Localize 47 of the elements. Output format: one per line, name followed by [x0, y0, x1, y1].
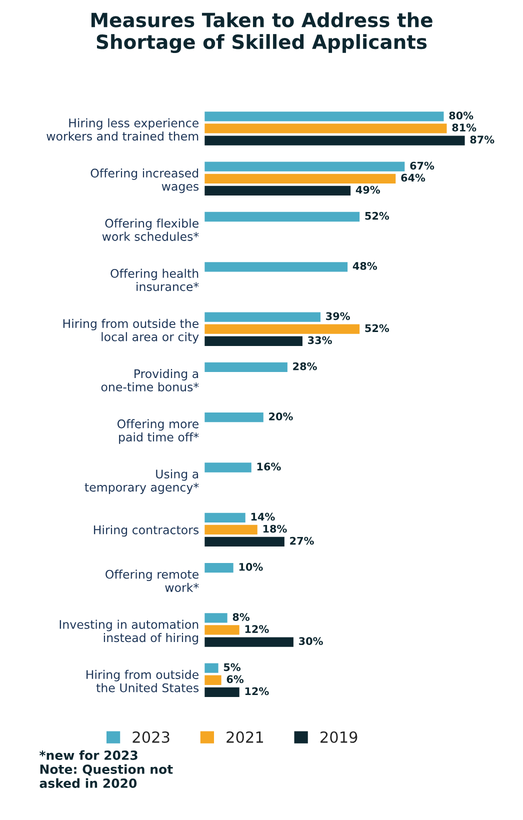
y-tick-label: Offering increased wages — [90, 168, 199, 194]
data-label: 64% — [401, 174, 426, 182]
data-label: 30% — [299, 637, 323, 646]
bar — [204, 461, 253, 474]
y-tick-label: Offering flexible work schedules* — [102, 218, 199, 241]
y-tick-label: Hiring from outside the United States — [86, 670, 199, 692]
data-label: 81% — [452, 124, 476, 132]
data-label: 12% — [245, 687, 269, 696]
data-label: 6% — [226, 675, 244, 684]
data-label: 20% — [269, 412, 293, 420]
y-tick-label: Offering more paid time off* — [117, 419, 199, 444]
data-label: 80% — [449, 112, 474, 120]
bar — [204, 411, 265, 424]
data-label: 18% — [263, 524, 287, 533]
data-label: 10% — [239, 562, 263, 571]
data-label: 67% — [410, 162, 434, 170]
y-tick-label: Offering health insurance* — [110, 268, 199, 292]
legend-label: 2019 — [320, 731, 358, 743]
text: *new for 2023 Note: Question not asked in 2020 — [39, 750, 173, 788]
data-label: 14% — [251, 512, 275, 521]
data-label: 39% — [326, 312, 350, 320]
y-tick-label: Investing in automation instead of hiring — [60, 620, 198, 644]
chart-title: Measures Taken to Address the Shortage of Skilled Applicants — [91, 12, 432, 54]
data-label: 87% — [470, 136, 494, 144]
data-label: 33% — [308, 336, 332, 344]
bar — [204, 562, 235, 574]
data-label: 8% — [232, 613, 250, 621]
data-label: 52% — [365, 212, 390, 220]
data-label: 52% — [365, 324, 390, 332]
y-tick-label: Offering remote work* — [106, 570, 199, 592]
y-tick-label: Hiring from outside the local area or city — [63, 318, 199, 344]
data-label: 12% — [245, 625, 269, 633]
data-label: 5% — [224, 663, 241, 672]
data-label: 16% — [257, 462, 281, 471]
legend-label: 2021 — [226, 731, 263, 743]
y-tick-label: Using a temporary agency* — [84, 469, 199, 494]
y-tick-label: Hiring contractors — [94, 525, 199, 537]
data-label: 48% — [352, 262, 378, 270]
y-tick-label: Hiring less experience workers and trained them — [46, 118, 198, 141]
bar — [204, 210, 361, 223]
data-label: 27% — [290, 536, 314, 545]
y-tick-label: Providing a one-time bonus* — [101, 369, 199, 392]
bar — [204, 360, 289, 374]
bar — [204, 260, 349, 274]
data-label: 49% — [356, 186, 380, 194]
legend-label: 2023 — [132, 731, 170, 743]
data-label: 28% — [293, 362, 317, 370]
